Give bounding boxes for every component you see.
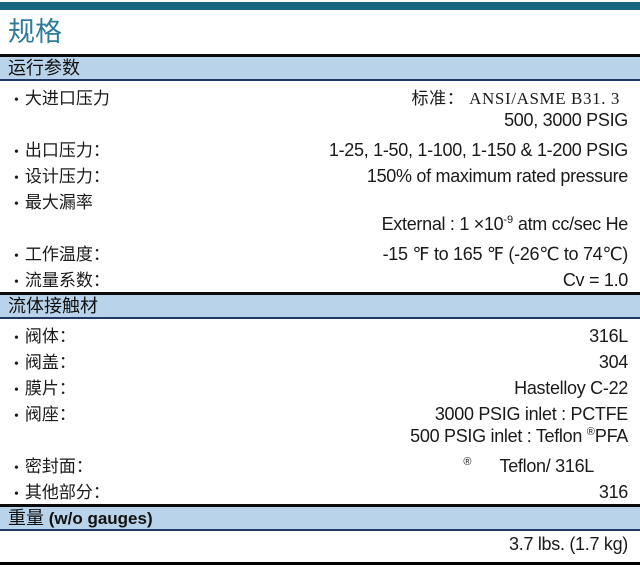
bullet-icon: • <box>14 145 19 160</box>
registered-trademark-icon: ® <box>463 456 472 468</box>
spec-row: • 工作温度： -15 ℉ to 165 ℉ (-26℃ to 74℃) <box>0 240 640 266</box>
row-value: 标准： ANSI/ASME B31. 3 <box>411 89 620 108</box>
bullet-icon: • <box>14 409 19 424</box>
section-header-en: (w/o gauges) <box>44 509 153 528</box>
spec-row: • 最大漏率 <box>0 188 640 214</box>
section-header: 流体接触材 <box>0 292 640 319</box>
spec-row: • 500, 3000 PSIG <box>0 110 640 136</box>
spec-row: • 密封面： ® Teflon/ 316L <box>0 452 640 478</box>
row-value: 304 <box>598 352 628 372</box>
section-rows: • 阀体： 316L • 阀盖： 304 • 膜片： Hastelloy C-2… <box>0 319 640 504</box>
section-rows: • 3.7 lbs. (1.7 kg) <box>0 531 640 560</box>
bullet-icon: • <box>14 331 19 346</box>
row-value: 3000 PSIG inlet : PCTFE <box>434 404 628 424</box>
spec-row: • 大进口压力 标准： ANSI/ASME B31. 3 <box>0 84 640 110</box>
row-label: 最大漏率 <box>24 193 93 212</box>
row-value: 316L <box>589 326 628 346</box>
registered-trademark-icon: ® <box>586 426 595 438</box>
row-value: 3.7 lbs. (1.7 kg) <box>509 534 628 554</box>
row-value: 500, 3000 PSIG <box>504 110 628 130</box>
spec-row: • 膜片： Hastelloy C-22 <box>0 374 640 400</box>
section-wetted-materials: 流体接触材 • 阀体： 316L • 阀盖： 304 • 膜片： Hastell… <box>0 292 640 504</box>
spec-row: • 其他部分： 316 <box>0 478 640 504</box>
bullet-icon: • <box>14 357 19 372</box>
row-label: 大进口压力 <box>24 89 110 108</box>
top-accent-bar <box>0 2 640 10</box>
row-value: -15 ℉ to 165 ℉ (-26℃ to 74℃) <box>382 244 629 264</box>
spec-row: • 流量系数： Cv = 1.0 <box>0 266 640 292</box>
section-rows: • 大进口压力 标准： ANSI/ASME B31. 3 • 500, 3000… <box>0 81 640 292</box>
section-operating-parameters: 运行参数 • 大进口压力 标准： ANSI/ASME B31. 3 • 500,… <box>0 54 640 292</box>
superscript: -9 <box>503 214 514 226</box>
spec-row: • 阀盖： 304 <box>0 348 640 374</box>
bullet-icon: • <box>14 487 19 502</box>
page-title: 规格 <box>8 17 62 47</box>
spec-row: • 3.7 lbs. (1.7 kg) <box>0 534 640 560</box>
bullet-icon: • <box>14 275 19 290</box>
spec-row: • 阀座： 3000 PSIG inlet : PCTFE <box>0 400 640 426</box>
section-weight: 重量 (w/o gauges) • 3.7 lbs. (1.7 kg) <box>0 504 640 560</box>
row-label: 密封面： <box>24 457 93 476</box>
section-header: 运行参数 <box>0 54 640 81</box>
bottom-divider <box>0 562 640 565</box>
row-label: 阀体： <box>24 327 76 346</box>
bullet-icon: • <box>14 171 19 186</box>
row-value: 1-25, 1-50, 1-100, 1-150 & 1-200 PSIG <box>328 140 628 160</box>
row-label: 工作温度： <box>24 245 110 264</box>
row-value: External : 1 ×10-9 atm cc/sec He <box>381 214 629 234</box>
spec-row: • 出口压力： 1-25, 1-50, 1-100, 1-150 & 1-200… <box>0 136 640 162</box>
row-label: 出口压力： <box>24 141 110 160</box>
row-label: 阀座： <box>24 405 76 424</box>
row-value: Hastelloy C-22 <box>514 378 628 398</box>
spec-row: • 阀体： 316L <box>0 322 640 348</box>
row-label: 其他部分： <box>24 483 110 502</box>
bullet-icon: • <box>14 249 19 264</box>
bullet-icon: • <box>14 461 19 476</box>
section-header-cjk: 重量 <box>8 508 44 528</box>
bullet-icon: • <box>14 93 19 108</box>
row-label: 膜片： <box>24 379 76 398</box>
section-header: 重量 (w/o gauges) <box>0 504 640 531</box>
bullet-icon: • <box>14 197 19 212</box>
spec-row: • 设计压力： 150% of maximum rated pressure <box>0 162 640 188</box>
spec-row: • 500 PSIG inlet : Teflon ®PFA <box>0 426 640 452</box>
row-label: 设计压力： <box>24 167 110 186</box>
row-value: Cv = 1.0 <box>562 270 628 290</box>
row-value: ® Teflon/ 316L <box>463 456 594 476</box>
row-value: 150% of maximum rated pressure <box>366 166 628 186</box>
row-label: 阀盖： <box>24 353 76 372</box>
row-value: 500 PSIG inlet : Teflon ®PFA <box>410 426 628 446</box>
row-label: 流量系数： <box>24 271 110 290</box>
bullet-icon: • <box>14 383 19 398</box>
row-value: 316 <box>598 482 628 502</box>
spec-row: • External : 1 ×10-9 atm cc/sec He <box>0 214 640 240</box>
